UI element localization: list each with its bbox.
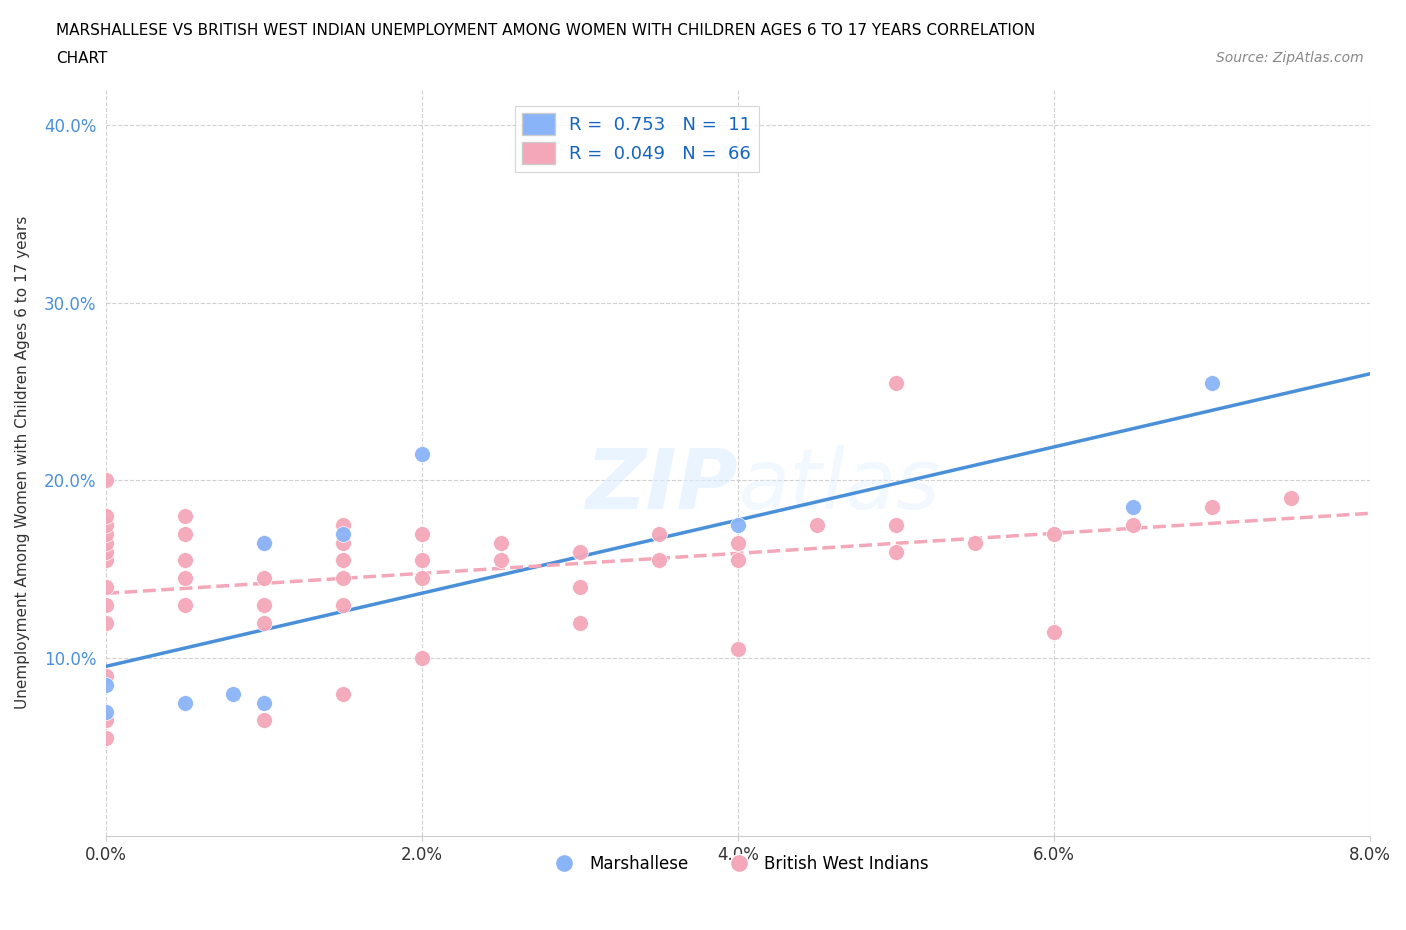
Point — [884, 376, 907, 391]
Point — [332, 686, 354, 701]
Point — [94, 713, 117, 728]
Point — [489, 536, 512, 551]
Point — [648, 553, 671, 568]
Point — [1122, 517, 1144, 532]
Point — [332, 553, 354, 568]
Point — [174, 526, 197, 541]
Point — [884, 517, 907, 532]
Point — [253, 536, 276, 551]
Point — [94, 526, 117, 541]
Point — [332, 571, 354, 586]
Point — [1122, 499, 1144, 514]
Point — [727, 517, 749, 532]
Point — [411, 651, 433, 666]
Point — [94, 731, 117, 746]
Point — [174, 696, 197, 711]
Point — [94, 544, 117, 559]
Point — [94, 669, 117, 684]
Point — [94, 473, 117, 488]
Point — [221, 686, 243, 701]
Text: atlas: atlas — [738, 445, 939, 525]
Point — [569, 579, 592, 594]
Y-axis label: Unemployment Among Women with Children Ages 6 to 17 years: Unemployment Among Women with Children A… — [15, 216, 30, 710]
Text: ZIP: ZIP — [585, 445, 738, 525]
Point — [253, 571, 276, 586]
Point — [94, 517, 117, 532]
Point — [411, 553, 433, 568]
Point — [727, 536, 749, 551]
Point — [727, 642, 749, 657]
Point — [94, 616, 117, 631]
Point — [253, 616, 276, 631]
Point — [332, 597, 354, 612]
Point — [94, 509, 117, 524]
Point — [253, 536, 276, 551]
Point — [806, 517, 828, 532]
Point — [569, 616, 592, 631]
Point — [727, 553, 749, 568]
Point — [411, 571, 433, 586]
Point — [411, 526, 433, 541]
Point — [1201, 376, 1223, 391]
Point — [94, 677, 117, 692]
Text: CHART: CHART — [56, 51, 108, 66]
Point — [1043, 624, 1066, 639]
Point — [174, 509, 197, 524]
Point — [332, 517, 354, 532]
Point — [1279, 491, 1302, 506]
Point — [94, 553, 117, 568]
Point — [1043, 526, 1066, 541]
Point — [332, 526, 354, 541]
Point — [411, 446, 433, 461]
Point — [332, 536, 354, 551]
Point — [253, 696, 276, 711]
Point — [965, 536, 987, 551]
Legend: Marshallese, British West Indians: Marshallese, British West Indians — [541, 848, 935, 880]
Point — [1201, 499, 1223, 514]
Point — [569, 544, 592, 559]
Text: MARSHALLESE VS BRITISH WEST INDIAN UNEMPLOYMENT AMONG WOMEN WITH CHILDREN AGES 6: MARSHALLESE VS BRITISH WEST INDIAN UNEMP… — [56, 23, 1035, 38]
Point — [884, 544, 907, 559]
Point — [648, 526, 671, 541]
Point — [174, 571, 197, 586]
Text: Source: ZipAtlas.com: Source: ZipAtlas.com — [1216, 51, 1364, 65]
Point — [174, 553, 197, 568]
Point — [94, 704, 117, 719]
Point — [94, 536, 117, 551]
Point — [489, 553, 512, 568]
Point — [174, 597, 197, 612]
Point — [94, 597, 117, 612]
Point — [94, 579, 117, 594]
Point — [253, 713, 276, 728]
Point — [253, 597, 276, 612]
